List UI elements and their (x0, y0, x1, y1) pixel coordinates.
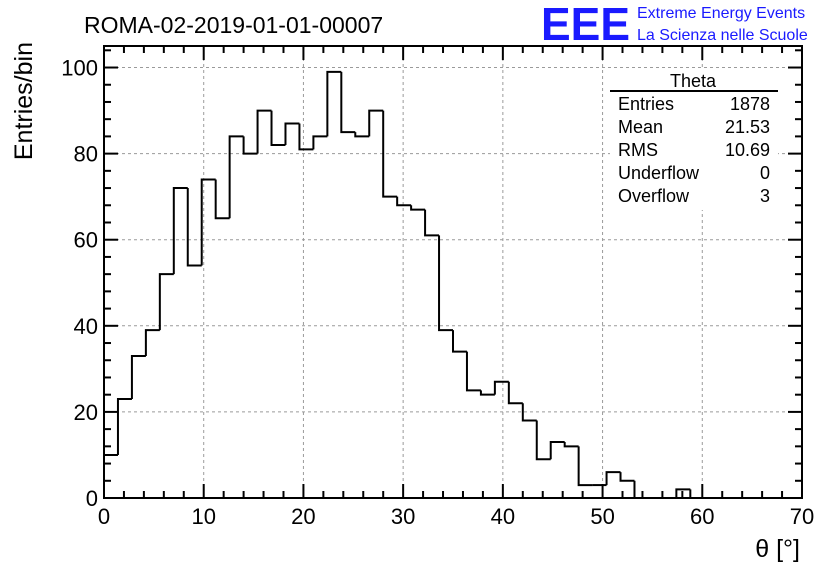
x-tick-label: 20 (291, 504, 315, 529)
stats-label: Entries (618, 94, 674, 114)
histogram-bin (382, 110, 398, 198)
histogram-bars (103, 70, 802, 499)
x-tick-label: 10 (191, 504, 215, 529)
histogram-bin (563, 442, 579, 448)
stats-value: 1878 (730, 94, 770, 114)
stats-label: Overflow (618, 186, 690, 206)
x-tick-label: 60 (690, 504, 714, 529)
logo-line-1: Extreme Energy Events (637, 5, 805, 22)
histogram-bin (214, 179, 230, 220)
grid (104, 46, 802, 498)
histogram-bin (242, 136, 258, 155)
histogram-bin (465, 351, 481, 392)
axis-ticks (103, 46, 803, 499)
logo-mark: EEE (541, 0, 630, 50)
histogram-bin (354, 132, 370, 138)
histogram-bin (424, 209, 440, 237)
y-tick-label: 100 (61, 56, 98, 81)
y-tick-label: 60 (74, 228, 98, 253)
histogram-bin (270, 110, 286, 147)
histogram-bin (577, 446, 593, 487)
histogram-bin (116, 397, 132, 455)
stats-value: 21.53 (725, 117, 770, 137)
y-tick-label: 80 (74, 142, 98, 167)
x-tick-label: 30 (391, 504, 415, 529)
histogram-bin (200, 178, 216, 266)
histogram-bin (521, 403, 537, 422)
histogram-bin (130, 354, 146, 399)
histogram-bin (438, 235, 453, 332)
histogram-bin (228, 135, 244, 219)
x-tick-label: 50 (590, 504, 614, 529)
y-tick-labels: 0 20 40 60 80 100 (61, 56, 98, 511)
y-tick-label: 20 (74, 400, 98, 425)
histogram-bin (284, 122, 300, 146)
logo-line-2: La Scienza nelle Scuole (637, 27, 808, 44)
histogram-bin (452, 330, 467, 353)
histogram-bin (256, 109, 272, 154)
histogram-bin (396, 196, 412, 207)
stats-box-background (610, 70, 778, 210)
histogram-bin (605, 471, 621, 486)
chart-title: ROMA-02-2019-01-01-00007 (84, 12, 383, 38)
x-tick-label: 70 (790, 504, 814, 529)
histogram-bin (507, 381, 523, 405)
logo: EEE Extreme Energy Events La Scienza nel… (541, 0, 808, 50)
x-tick-label: 0 (98, 504, 110, 529)
histogram-bin (158, 273, 174, 331)
stats-box-title: Theta (670, 71, 717, 91)
stats-label: RMS (618, 140, 658, 160)
histogram-bin (675, 488, 691, 498)
stats-value: 10.69 (725, 140, 770, 160)
histogram-bin (479, 390, 495, 396)
histogram-bin (144, 329, 160, 356)
histogram-bin (326, 70, 342, 137)
stats-value: 3 (760, 186, 770, 206)
stats-label: Underflow (618, 163, 700, 183)
histogram-bin (410, 205, 426, 211)
histogram-bin (186, 188, 202, 267)
histogram-bin (549, 441, 565, 460)
stats-label: Mean (618, 117, 663, 137)
histogram-bin (172, 187, 188, 275)
histogram-bin (619, 472, 635, 482)
y-axis-label: Entries/bin (10, 42, 38, 160)
histogram-bin (312, 135, 328, 150)
y-tick-label: 40 (74, 314, 98, 339)
stats-box: Theta Entries 1878 Mean 21.53 RMS 10.69 Underf… (610, 70, 778, 210)
x-tick-labels: 0 10 20 30 40 50 60 70 (98, 504, 814, 529)
y-tick-label: 0 (86, 486, 98, 511)
histogram-bin (535, 420, 551, 461)
stats-value: 0 (760, 163, 770, 183)
histogram-bin (298, 123, 314, 151)
plot-frame (103, 45, 803, 499)
histogram-bin (340, 71, 356, 134)
histogram-bin (368, 109, 384, 137)
histogram-bin (493, 380, 509, 395)
x-axis-label: θ [°] (755, 535, 800, 563)
x-tick-label: 40 (491, 504, 515, 529)
